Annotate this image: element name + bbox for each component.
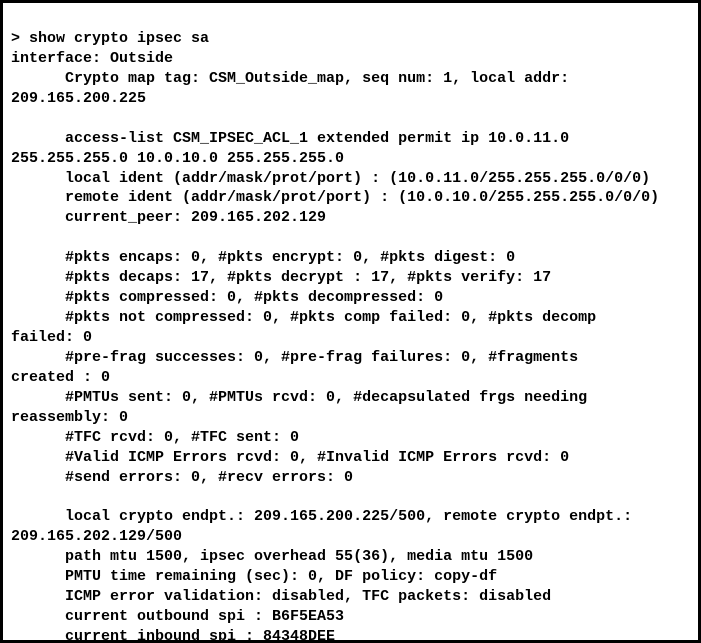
output-line: Crypto map tag: CSM_Outside_map, seq num… <box>11 70 569 87</box>
output-line: remote ident (addr/mask/prot/port) : (10… <box>11 189 659 206</box>
output-line: 255.255.255.0 10.0.10.0 255.255.255.0 <box>11 150 344 167</box>
output-line: interface: Outside <box>11 50 173 67</box>
output-line: current outbound spi : B6F5EA53 <box>11 608 344 625</box>
output-line: local ident (addr/mask/prot/port) : (10.… <box>11 170 650 187</box>
output-line: local crypto endpt.: 209.165.200.225/500… <box>11 508 632 525</box>
command-text: show crypto ipsec sa <box>29 30 209 47</box>
output-line: #pkts encaps: 0, #pkts encrypt: 0, #pkts… <box>11 249 515 266</box>
output-line: #pkts compressed: 0, #pkts decompressed:… <box>11 289 443 306</box>
output-line: #PMTUs sent: 0, #PMTUs rcvd: 0, #decapsu… <box>11 389 587 406</box>
command-prompt-line: show crypto ipsec sa <box>11 30 209 47</box>
output-line: current inbound spi : 84348DEE <box>11 628 335 643</box>
output-line: current_peer: 209.165.202.129 <box>11 209 326 226</box>
terminal-window: show crypto ipsec sa interface: Outside … <box>0 0 701 643</box>
output-line: path mtu 1500, ipsec overhead 55(36), me… <box>11 548 533 565</box>
output-line: 209.165.202.129/500 <box>11 528 182 545</box>
output-line: #send errors: 0, #recv errors: 0 <box>11 469 353 486</box>
output-line: #pkts decaps: 17, #pkts decrypt : 17, #p… <box>11 269 551 286</box>
output-line: #pkts not compressed: 0, #pkts comp fail… <box>11 309 596 326</box>
output-line: access-list CSM_IPSEC_ACL_1 extended per… <box>11 130 569 147</box>
output-line: #TFC rcvd: 0, #TFC sent: 0 <box>11 429 299 446</box>
output-line: ICMP error validation: disabled, TFC pac… <box>11 588 551 605</box>
output-line: 209.165.200.225 <box>11 90 146 107</box>
output-line: #pre-frag successes: 0, #pre-frag failur… <box>11 349 578 366</box>
output-line: created : 0 <box>11 369 110 386</box>
output-line: failed: 0 <box>11 329 92 346</box>
output-line: reassembly: 0 <box>11 409 128 426</box>
output-line: #Valid ICMP Errors rcvd: 0, #Invalid ICM… <box>11 449 569 466</box>
output-line: PMTU time remaining (sec): 0, DF policy:… <box>11 568 497 585</box>
